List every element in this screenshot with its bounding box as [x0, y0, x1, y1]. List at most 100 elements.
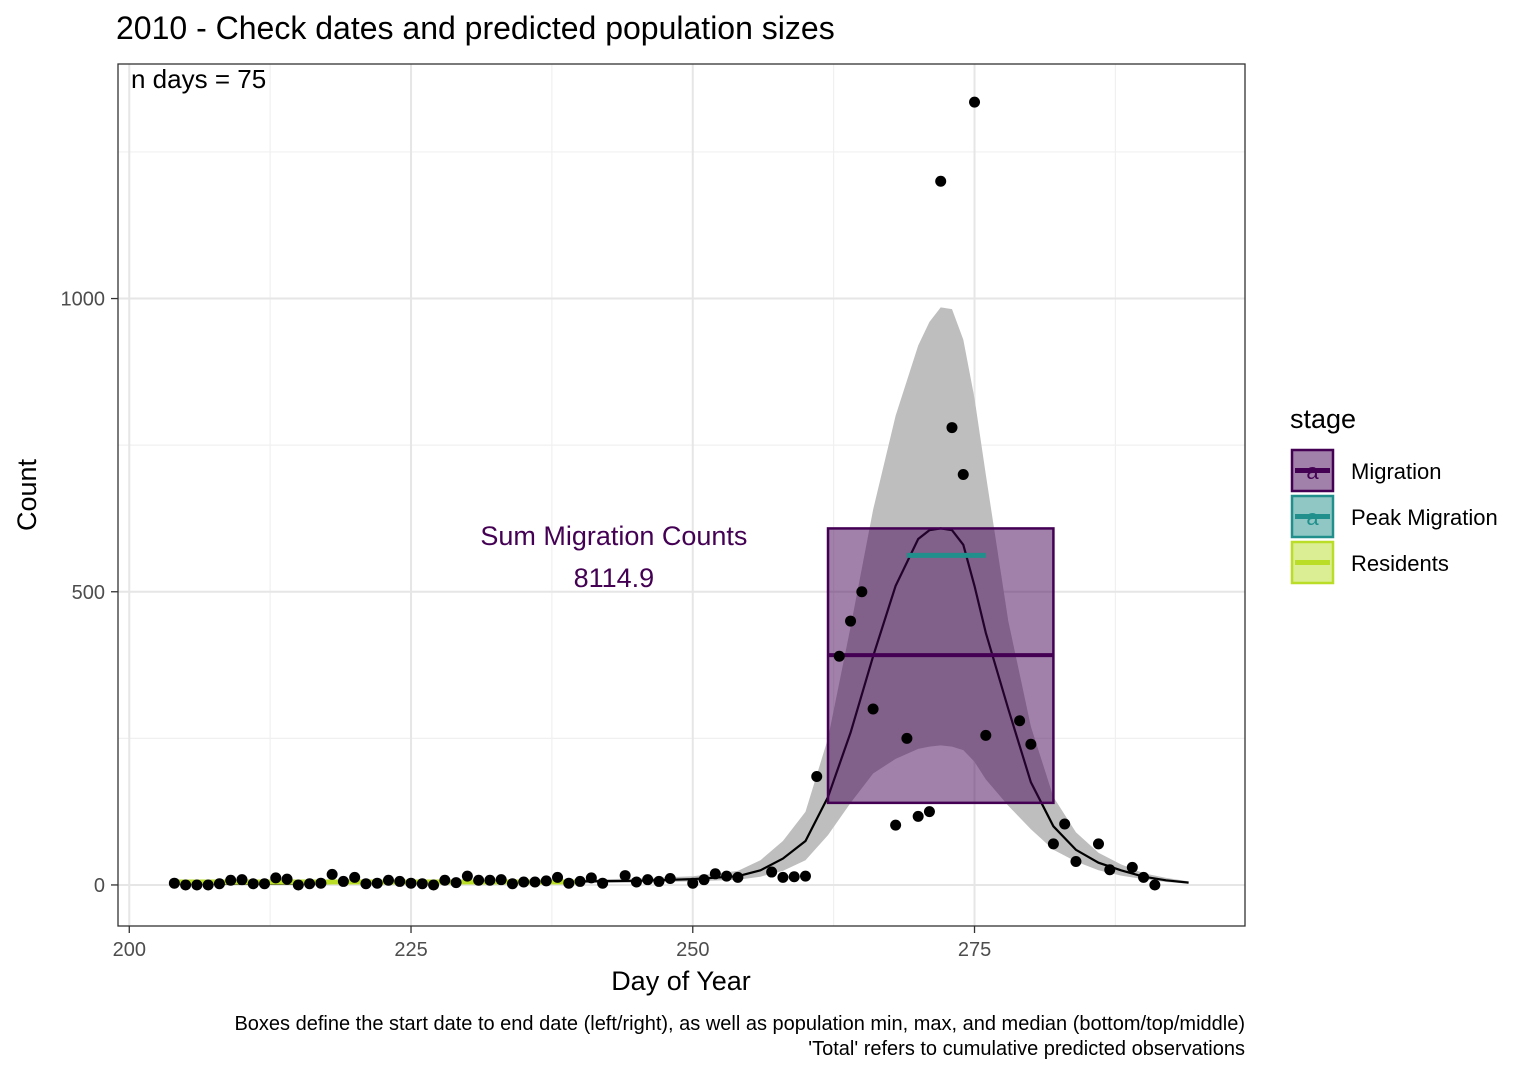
data-point — [630, 876, 642, 888]
stage-box-layer — [826, 527, 1055, 805]
data-point — [563, 877, 575, 889]
data-point — [923, 806, 935, 818]
data-point — [811, 770, 823, 782]
data-point — [213, 878, 225, 890]
legend-label: Peak Migration — [1351, 505, 1498, 530]
n-days-label: n days = 75 — [131, 64, 266, 94]
data-point — [597, 877, 609, 889]
y-tick-label: 0 — [94, 875, 105, 897]
data-point — [845, 615, 857, 627]
data-point — [1149, 879, 1161, 891]
x-tick-label: 275 — [958, 939, 991, 961]
data-point — [382, 874, 394, 886]
data-point — [1092, 838, 1104, 850]
x-axis: 200 225 250 275 — [113, 926, 991, 961]
data-point — [540, 875, 552, 887]
legend-items: aMigrationaPeak Migration Residents — [1290, 448, 1498, 585]
annotation-sum-label: Sum Migration Counts — [480, 521, 747, 551]
data-point — [495, 874, 507, 886]
legend-item-residents: Residents — [1290, 540, 1449, 585]
data-point — [428, 879, 440, 891]
data-point — [247, 878, 259, 890]
data-point — [653, 875, 665, 887]
data-point — [405, 877, 417, 889]
data-point — [1070, 855, 1082, 867]
data-point — [292, 879, 304, 891]
x-tick-label: 200 — [113, 939, 146, 961]
annotation-sum-value: 8114.9 — [574, 563, 655, 593]
caption-line-2: 'Total' refers to cumulative predicted o… — [808, 1038, 1245, 1060]
data-point — [1014, 715, 1026, 727]
y-tick-label: 500 — [72, 582, 105, 604]
data-point — [461, 870, 473, 882]
data-point — [1025, 738, 1037, 750]
data-point — [969, 96, 981, 108]
data-point — [281, 873, 293, 885]
data-point — [833, 650, 845, 662]
data-point — [326, 868, 338, 880]
data-point — [890, 819, 902, 831]
data-point — [552, 871, 564, 883]
data-point — [473, 874, 485, 886]
data-point — [259, 878, 271, 890]
data-point — [518, 876, 530, 888]
data-point — [360, 878, 372, 890]
points-layer — [168, 96, 1161, 891]
x-axis-title: Day of Year — [611, 966, 751, 996]
data-point — [450, 877, 462, 889]
x-tick-label: 225 — [394, 939, 427, 961]
data-point — [912, 810, 924, 822]
legend: stage aMigrationaPeak Migration Residents — [1290, 404, 1498, 585]
data-point — [709, 868, 721, 880]
data-point — [957, 468, 969, 480]
data-point — [777, 871, 789, 883]
data-point — [1138, 871, 1150, 883]
data-point — [1059, 818, 1071, 830]
data-point — [506, 878, 518, 890]
data-point — [901, 732, 913, 744]
data-point — [946, 422, 958, 434]
data-point — [574, 875, 586, 887]
data-point — [236, 874, 248, 886]
data-point — [687, 877, 699, 889]
data-point — [721, 870, 733, 882]
legend-item-peak-migration: aPeak Migration — [1290, 494, 1498, 539]
data-point — [766, 866, 778, 878]
data-point — [788, 871, 800, 883]
legend-label: Residents — [1351, 551, 1449, 576]
data-point — [619, 870, 631, 882]
data-point — [1047, 838, 1059, 850]
data-point — [856, 586, 868, 598]
data-point — [664, 873, 676, 885]
chart-title: 2010 - Check dates and predicted populat… — [116, 10, 835, 46]
data-point — [270, 872, 282, 884]
data-point — [980, 729, 992, 741]
data-point — [585, 872, 597, 884]
data-point — [698, 874, 710, 886]
data-point — [732, 871, 744, 883]
data-point — [1104, 864, 1116, 876]
data-point — [642, 874, 654, 886]
legend-item-migration: aMigration — [1290, 448, 1441, 493]
data-point — [202, 879, 214, 891]
data-point — [225, 874, 237, 886]
data-point — [484, 874, 496, 886]
data-point — [416, 878, 428, 890]
data-point — [529, 876, 541, 888]
stage-box-migration — [826, 527, 1055, 805]
y-axis: 0 500 1000 — [61, 289, 118, 897]
legend-title: stage — [1290, 404, 1356, 434]
legend-label: Migration — [1351, 459, 1441, 484]
data-point — [349, 871, 361, 883]
data-point — [371, 877, 383, 889]
data-point — [394, 875, 406, 887]
plot-panel — [118, 64, 1245, 926]
y-axis-title: Count — [12, 458, 42, 531]
x-tick-label: 250 — [676, 939, 709, 961]
data-point — [180, 879, 192, 891]
data-point — [867, 703, 879, 715]
data-point — [935, 175, 947, 187]
y-tick-label: 1000 — [61, 289, 106, 311]
